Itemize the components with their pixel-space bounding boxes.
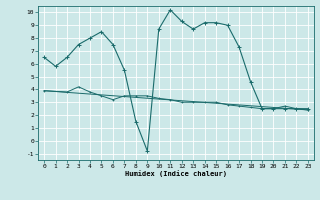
X-axis label: Humidex (Indice chaleur): Humidex (Indice chaleur): [125, 171, 227, 177]
